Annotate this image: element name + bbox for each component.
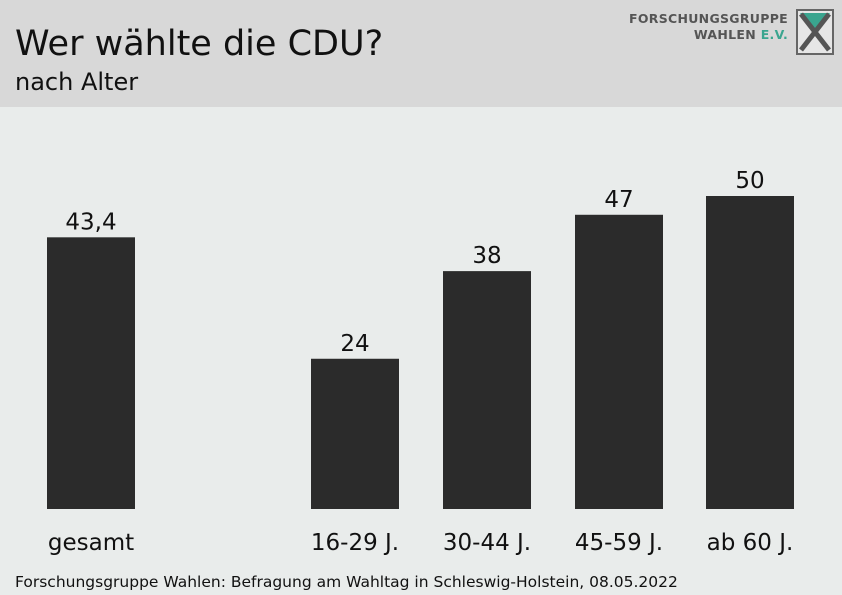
category-label-30-44-j: 30-44 J. bbox=[443, 530, 531, 556]
category-label-gesamt: gesamt bbox=[48, 530, 134, 556]
bar-30-44-j bbox=[443, 271, 531, 509]
source-note: Forschungsgruppe Wahlen: Befragung am Wa… bbox=[15, 573, 678, 591]
logo-line-2-accent: E.V. bbox=[760, 27, 788, 42]
chart-title: Wer wählte die CDU? bbox=[15, 24, 384, 64]
category-label-45-59-j: 45-59 J. bbox=[575, 530, 663, 556]
value-label-45-59-j: 47 bbox=[604, 187, 633, 213]
bar-ab-60-j bbox=[706, 196, 794, 509]
bar-gesamt bbox=[47, 237, 135, 510]
value-label-gesamt: 43,4 bbox=[65, 209, 116, 235]
bar-45-59-j bbox=[575, 214, 663, 509]
value-label-16-29-j: 24 bbox=[340, 331, 369, 357]
logo-wordmark: FORSCHUNGSGRUPPE WAHLEN E.V. bbox=[629, 11, 788, 43]
logo-line-1: FORSCHUNGSGRUPPE bbox=[629, 11, 788, 26]
value-label-ab-60-j: 50 bbox=[735, 168, 764, 194]
category-label-ab-60-j: ab 60 J. bbox=[707, 530, 794, 556]
logo-line-2: WAHLEN E.V. bbox=[629, 27, 788, 43]
chart-subtitle: nach Alter bbox=[15, 68, 139, 96]
logo-line-2-main: WAHLEN bbox=[693, 27, 757, 42]
value-label-30-44-j: 38 bbox=[472, 243, 501, 269]
header-bar: Wer wählte die CDU? nach Alter FORSCHUNG… bbox=[0, 0, 842, 107]
bar-chart: 43,4 gesamt 24 16-29 J. 38 30-44 J. 47 45-59 J.… bbox=[47, 168, 794, 556]
category-label-16-29-j: 16-29 J. bbox=[311, 530, 399, 556]
x-logo-icon bbox=[796, 9, 834, 55]
bar-16-29-j bbox=[311, 358, 399, 509]
